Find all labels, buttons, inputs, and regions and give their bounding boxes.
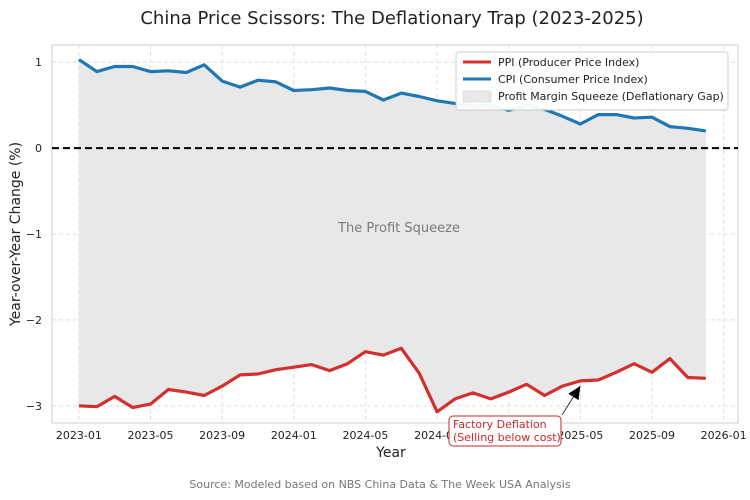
legend: PPI (Producer Price Index) CPI (Consumer… <box>455 51 729 111</box>
y-tick-label: −1 <box>26 228 42 241</box>
callout-line-2: (Selling below cost) <box>453 431 561 444</box>
legend-gap-label: Profit Margin Squeeze (Deflationary Gap) <box>498 90 724 103</box>
y-tick-label: −3 <box>26 400 42 413</box>
legend-gap-swatch <box>462 90 492 103</box>
legend-ppi-label: PPI (Producer Price Index) <box>498 56 639 69</box>
chart-title: China Price Scissors: The Deflationary T… <box>140 8 643 29</box>
x-tick-label: 2024-01 <box>271 429 317 442</box>
callout-box <box>448 415 562 447</box>
legend-cpi-label: CPI (Consumer Price Index) <box>498 73 648 86</box>
x-axis-ticks: 2023-01 2023-05 2023-09 2024-01 2024-05 2024-… <box>56 429 747 442</box>
ppi-series-line <box>78 346 706 414</box>
x-tick-label: 2023-05 <box>128 429 174 442</box>
series-points <box>78 59 706 412</box>
callout-line-1: Factory Deflation <box>453 418 547 431</box>
cpi-series-line <box>78 58 707 133</box>
source-note: Source: Modeled based on NBS China Data … <box>189 478 570 491</box>
x-tick-label: 2024-05 <box>342 429 388 442</box>
y-tick-label: 1 <box>35 56 42 69</box>
x-tick-label: 2023-01 <box>56 429 102 442</box>
y-axis-ticks: 1 0 −1 −2 −3 <box>26 56 42 413</box>
x-tick-label: 2025-05 <box>557 429 603 442</box>
x-tick-label: 2025-09 <box>629 429 675 442</box>
factory-deflation-callout: Factory Deflation (Selling below cost) <box>448 385 581 447</box>
y-tick-label: 0 <box>35 142 42 155</box>
x-tick-label: 2023-09 <box>199 429 245 442</box>
y-tick-label: −2 <box>26 314 42 327</box>
y-axis-label: Year-over-Year Change (%) <box>8 142 24 327</box>
profit-squeeze-annotation: The Profit Squeeze <box>337 221 460 236</box>
x-axis-label: Year <box>375 445 406 461</box>
legend-box <box>455 51 729 111</box>
x-tick-label: 2026-01 <box>701 429 747 442</box>
callout-arrow-head <box>568 385 581 401</box>
